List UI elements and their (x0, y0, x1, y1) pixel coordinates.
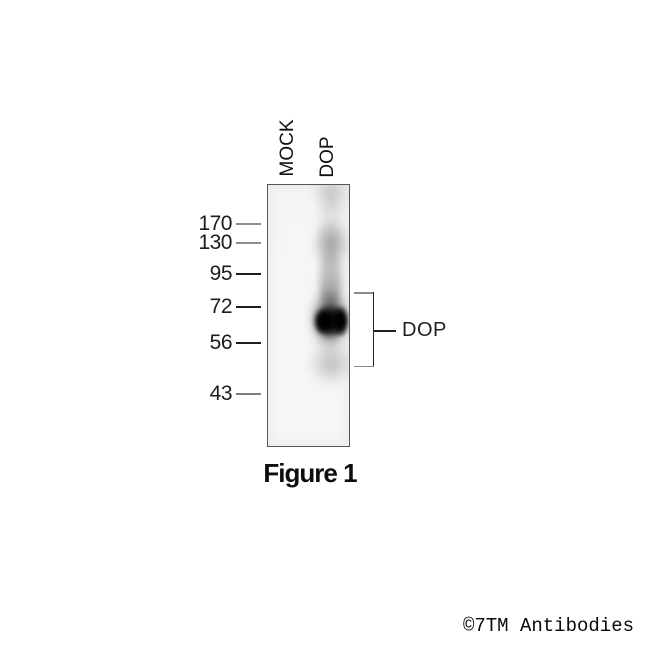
mw-tick-43 (236, 392, 261, 396)
mw-marker-row: 130 (180, 231, 261, 255)
dop-lane-smear-top (312, 185, 349, 215)
mw-label-72: 72 (209, 295, 233, 318)
mw-label-56: 56 (209, 331, 233, 354)
lane-label-mock: MOCK (277, 119, 298, 177)
dop-bracket-label: DOP (402, 319, 447, 341)
mw-marker-row: 56 (180, 331, 261, 355)
blot-membrane (267, 184, 350, 447)
dop-band-tail (308, 340, 349, 386)
dop-bracket-top (354, 292, 374, 294)
dop-bracket-vertical (372, 292, 375, 367)
watermark: ©7TM Antibodies (462, 615, 634, 637)
mw-tick-72 (236, 306, 261, 308)
mw-tick-130 (236, 241, 261, 245)
mw-marker-row: 43 (180, 382, 261, 406)
lane-label-dop: DOP (317, 136, 338, 178)
mw-tick-56 (236, 342, 261, 344)
dop-band-lobe-right (332, 306, 349, 336)
mw-tick-95 (236, 273, 261, 275)
dop-bracket-bottom (354, 365, 374, 368)
mw-marker-row: 170 (180, 212, 261, 236)
mw-label-95: 95 (209, 262, 233, 285)
mw-label-43: 43 (209, 382, 233, 405)
mw-tick-170 (236, 222, 261, 226)
mw-label-130: 130 (198, 231, 232, 254)
mw-marker-row: 72 (180, 295, 261, 319)
mw-label-170: 170 (198, 212, 232, 235)
dop-band-lobe-left (315, 309, 332, 334)
mw-marker-row: 95 (180, 262, 261, 286)
dop-bracket-pointer (374, 330, 396, 332)
figure-caption: Figure 1 (263, 458, 357, 488)
